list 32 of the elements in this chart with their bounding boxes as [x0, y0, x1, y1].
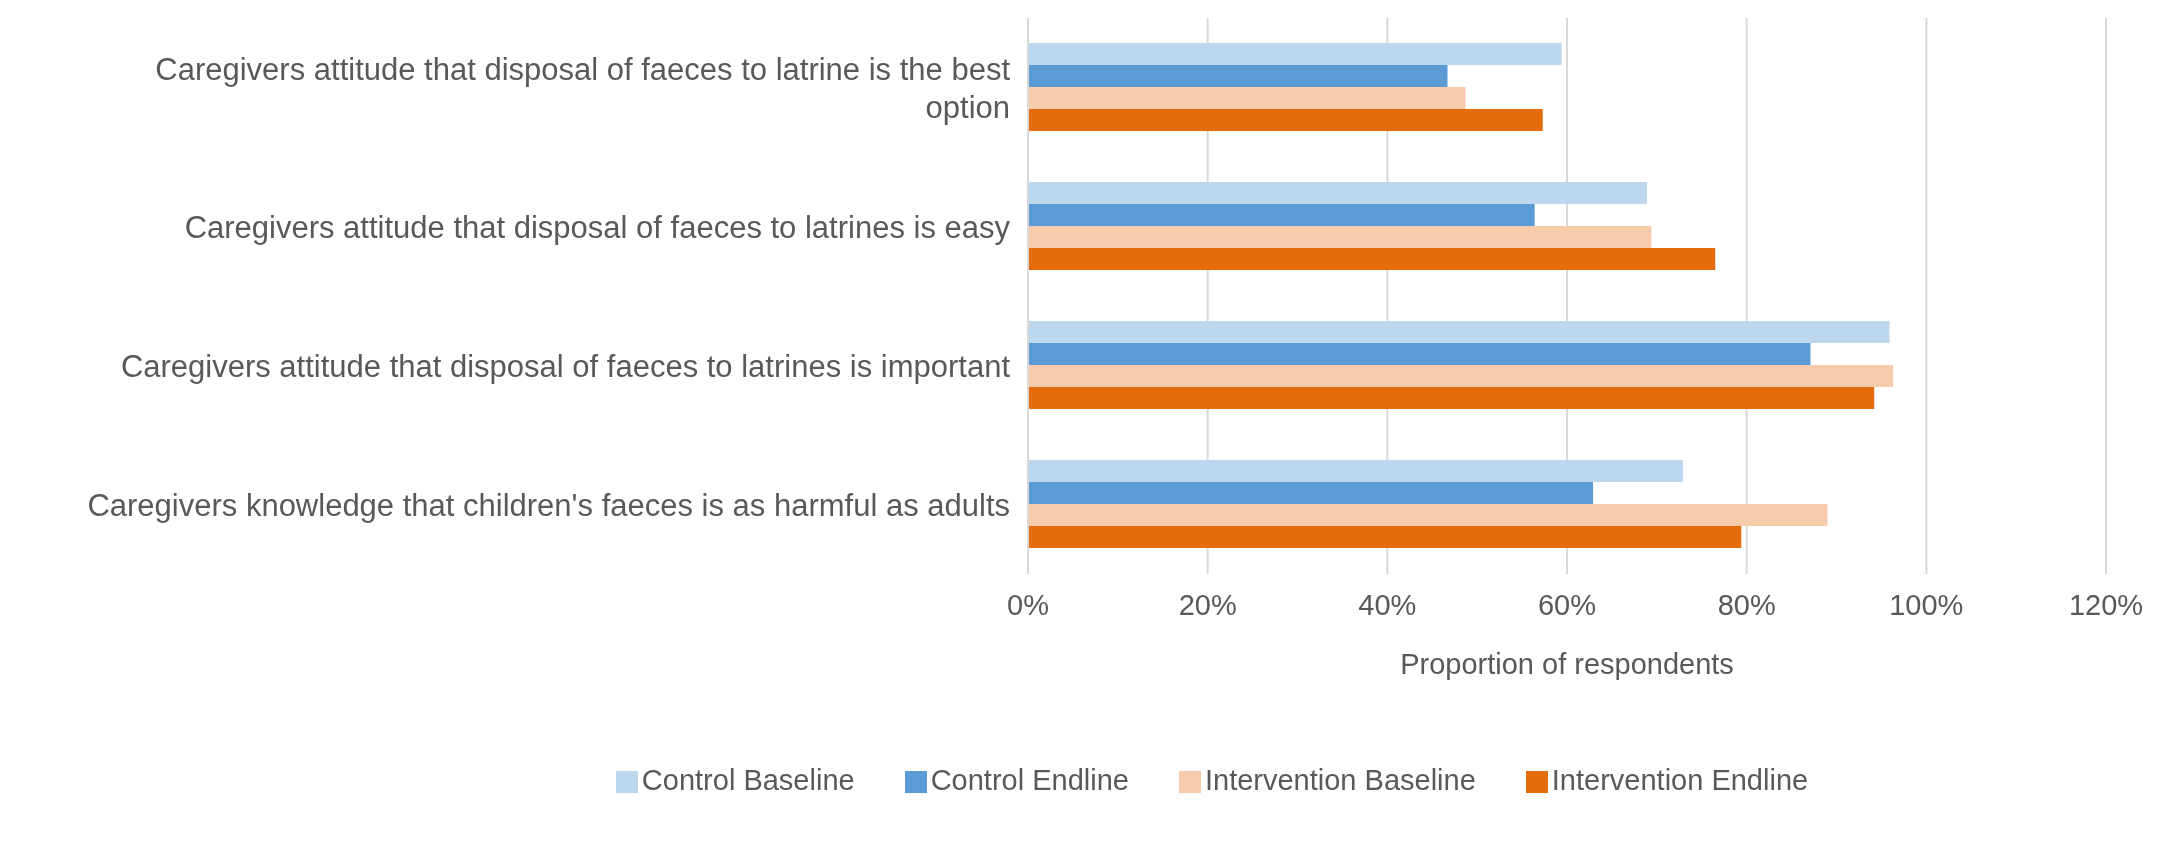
bar	[1028, 482, 1594, 505]
bar	[1028, 460, 1683, 483]
bar	[1028, 504, 1828, 527]
bar	[1028, 321, 1890, 344]
y-tick-label: Caregivers knowledge that children's faeces is as harmful as adults	[87, 487, 1010, 522]
legend-label: Control Baseline	[641, 764, 855, 796]
legend-label: Control Endline	[930, 764, 1129, 796]
bar	[1028, 387, 1875, 410]
legend-label: Intervention Baseline	[1204, 764, 1476, 796]
bar	[1028, 65, 1448, 88]
x-tick-label: 120%	[2068, 588, 2144, 621]
x-tick-label: 20%	[1178, 588, 1237, 621]
legend-label: Intervention Endline	[1551, 764, 1809, 796]
y-tick-label: Caregivers attitude that disposal of faeces to latrine is the best option	[155, 51, 1011, 124]
bar	[1028, 109, 1543, 132]
bar	[1028, 343, 1811, 366]
bar	[1028, 204, 1535, 227]
x-tick-label: 60%	[1537, 588, 1597, 621]
bar	[1028, 182, 1647, 205]
bar	[1028, 87, 1466, 110]
bar	[1028, 43, 1562, 66]
y-tick-label: Caregivers attitude that disposal of faeces to latrines is easy	[184, 209, 1011, 244]
bar	[1028, 248, 1716, 271]
x-axis-title: Proportion of respondents	[1400, 648, 1734, 680]
x-tick-label: 0%	[1007, 588, 1049, 621]
bar	[1028, 365, 1894, 388]
bar	[1028, 226, 1652, 249]
x-tick-label: 100%	[1889, 588, 1964, 621]
x-tick-label: 80%	[1717, 588, 1776, 621]
x-tick-label: 40%	[1358, 588, 1417, 621]
bar	[1028, 526, 1742, 549]
y-tick-label: Caregivers attitude that disposal of faeces to latrines is important	[120, 348, 1011, 383]
